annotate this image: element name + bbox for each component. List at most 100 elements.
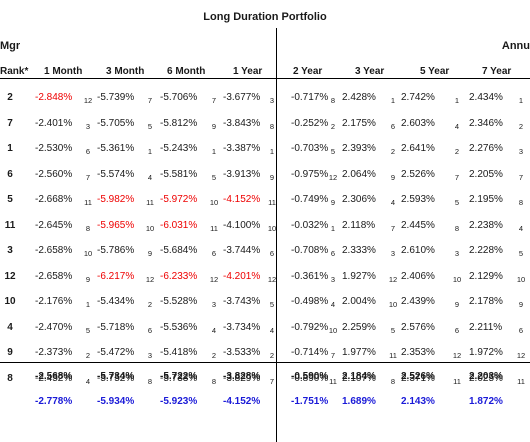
return-value: 2.238% xyxy=(469,219,503,231)
annualized-header: Annu xyxy=(501,40,530,52)
rank-subscript: 12 xyxy=(328,172,338,182)
rank-subscript: 10 xyxy=(388,300,398,309)
return-value: 2.346% xyxy=(469,117,503,129)
return-value: -5.705% xyxy=(97,117,135,129)
rank-subscript: 4 xyxy=(330,300,336,309)
rank-subscript: 1 xyxy=(85,300,91,309)
rank-subscript: 7 xyxy=(454,172,460,182)
rank-subscript: 8 xyxy=(147,376,153,386)
return-value: -2.176% xyxy=(35,296,73,307)
rank-subscript: 1 xyxy=(390,96,396,105)
return-value: 2.064% xyxy=(342,168,376,180)
rank-subscript: 4 xyxy=(85,376,91,386)
rank-subscript: 12 xyxy=(388,274,398,284)
mgr-header: Mgr xyxy=(0,40,21,52)
rank-subscript: 1 xyxy=(269,147,275,156)
return-value: 2.004% xyxy=(342,296,376,307)
rank-cell: 2 xyxy=(7,92,13,103)
rank-subscript: 5 xyxy=(211,172,217,182)
return-value: -2.401% xyxy=(35,117,73,129)
return-value: -3.743% xyxy=(223,296,261,307)
return-value: 2.434% xyxy=(469,92,503,103)
rank-subscript: 12 xyxy=(83,96,93,105)
benchmark-value: -1.751% xyxy=(291,396,329,407)
return-value: 2.118% xyxy=(342,219,376,231)
return-value: -5.472% xyxy=(97,347,135,358)
rank-subscript: 7 xyxy=(390,223,396,233)
rank-subscript: 3 xyxy=(518,147,524,156)
rank-cell: 12 xyxy=(4,270,16,282)
column-header: 6 Month xyxy=(167,66,206,77)
rank-subscript: 5 xyxy=(147,121,153,131)
return-value: -3.677% xyxy=(223,92,261,103)
return-value: -0.252% xyxy=(291,117,329,129)
return-value: -5.528% xyxy=(160,296,198,307)
return-value: 2.603% xyxy=(401,117,435,129)
average-value: -5.722% xyxy=(160,371,198,382)
rank-subscript: 10 xyxy=(145,223,155,233)
rank-subscript: 6 xyxy=(390,121,396,131)
rank-subscript: 2 xyxy=(85,351,91,360)
rank-subscript: 6 xyxy=(147,325,153,335)
rank-subscript: 2 xyxy=(390,147,396,156)
return-value: -6.031% xyxy=(160,219,198,231)
rank-subscript: 2 xyxy=(211,351,217,360)
rank-subscript: 3 xyxy=(211,300,217,309)
rank-subscript: 2 xyxy=(454,147,460,156)
return-value: -5.752% xyxy=(97,372,135,384)
rank-subscript: 8 xyxy=(518,198,524,207)
return-value: -0.975% xyxy=(291,168,329,180)
return-value: -2.452% xyxy=(35,372,73,384)
rank-subscript: 9 xyxy=(454,300,460,309)
return-value: 2.178% xyxy=(469,296,503,307)
rank-subscript: 7 xyxy=(85,172,91,182)
return-value: -2.373% xyxy=(35,347,73,358)
return-value: -0.890% xyxy=(291,372,329,384)
rank-subscript: 6 xyxy=(454,325,460,335)
rank-subscript: 4 xyxy=(390,198,396,207)
return-value: 2.276% xyxy=(469,143,503,154)
rank-subscript: 12 xyxy=(516,351,526,360)
rank-subscript: 3 xyxy=(147,351,153,360)
benchmark-value: -2.778% xyxy=(35,396,73,407)
return-value: 2.129% xyxy=(469,270,503,282)
rank-subscript: 3 xyxy=(330,274,336,284)
average-value: -2.568% xyxy=(35,371,73,382)
return-value: -5.706% xyxy=(160,92,198,103)
rank-subscript: 9 xyxy=(390,172,396,182)
return-value: -5.684% xyxy=(160,245,198,256)
return-value: 2.406% xyxy=(401,270,435,282)
return-value: -2.645% xyxy=(35,219,73,231)
return-value: -6.233% xyxy=(160,270,198,282)
rank-subscript: 5 xyxy=(330,147,336,156)
rank-subscript: 1 xyxy=(330,223,336,233)
return-value: 2.211% xyxy=(469,321,503,333)
return-value: -5.581% xyxy=(160,168,198,180)
return-value: 2.393% xyxy=(342,143,376,154)
rank-subscript: 2 xyxy=(330,121,336,131)
return-value: -0.714% xyxy=(291,347,329,358)
return-value: 2.641% xyxy=(401,143,435,154)
return-value: 2.610% xyxy=(401,245,435,256)
rank-subscript: 2 xyxy=(269,351,275,360)
rank-subscript: 11 xyxy=(453,376,461,386)
return-value: -5.812% xyxy=(160,117,198,129)
rank-subscript: 7 xyxy=(518,172,524,182)
rank-subscript: 2 xyxy=(518,121,524,131)
rank-cell: 9 xyxy=(7,347,13,358)
average-value: -0.590% xyxy=(291,371,329,382)
return-value: -5.718% xyxy=(97,321,135,333)
return-value: -2.470% xyxy=(35,321,73,333)
rank-subscript: 4 xyxy=(211,325,217,335)
rank-subscript: 2 xyxy=(147,300,153,309)
return-value: -0.361% xyxy=(291,270,329,282)
rank-subscript: 1 xyxy=(518,96,524,105)
rank-subscript: 1 xyxy=(454,96,460,105)
summary-rule xyxy=(0,362,530,363)
return-value: -6.217% xyxy=(97,270,135,282)
rank-subscript: 4 xyxy=(454,121,460,131)
rank-subscript: 9 xyxy=(518,300,524,309)
rank-subscript: 6 xyxy=(85,147,91,156)
return-value: -4.201% xyxy=(223,270,261,282)
rank-cell: 7 xyxy=(7,117,13,129)
